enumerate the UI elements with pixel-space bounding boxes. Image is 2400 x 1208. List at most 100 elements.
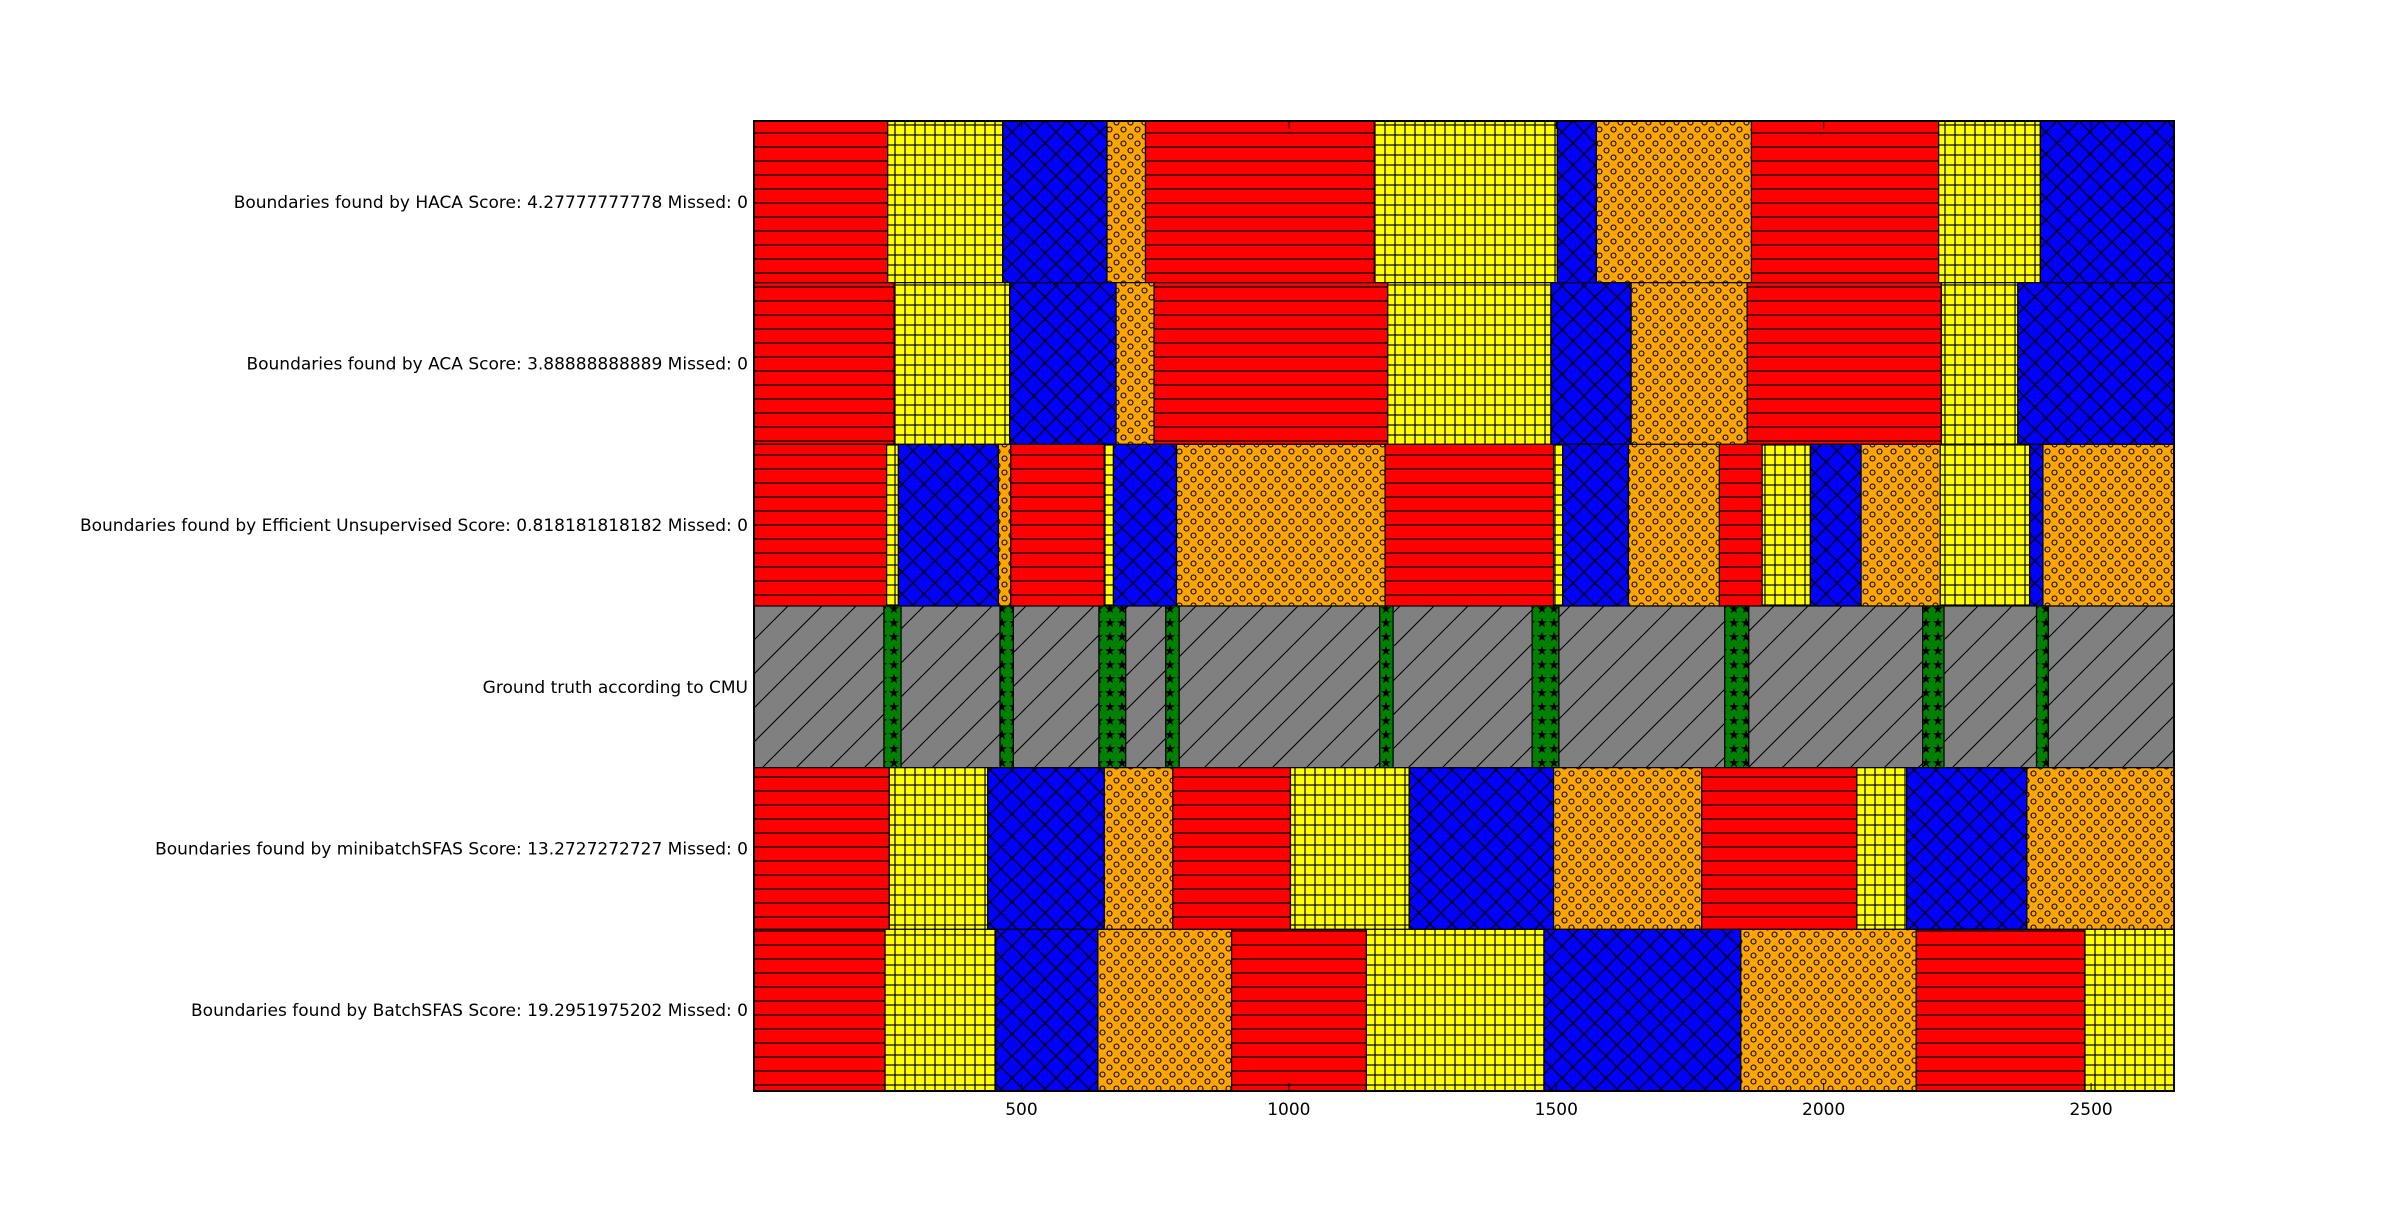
segment-yellow: [1552, 443, 1564, 607]
segment-blue: [2028, 443, 2044, 607]
segment-gray: [1392, 605, 1533, 769]
segment-yellow: [2084, 928, 2175, 1092]
segment-green: [1531, 605, 1560, 769]
segment-green: [1922, 605, 1945, 769]
x-tick-label: 2500: [2069, 1100, 2112, 1120]
segment-red: [753, 928, 886, 1092]
row-label: Boundaries found by Efficient Unsupervis…: [80, 516, 748, 536]
segment-orange: [1103, 767, 1174, 930]
segment-orange: [1860, 443, 1941, 607]
segment-yellow: [887, 120, 1004, 284]
segment-orange: [2026, 767, 2175, 930]
x-tick-label: 1500: [1535, 1100, 1578, 1120]
segment-orange: [1097, 928, 1233, 1092]
segment-red: [1915, 928, 2086, 1092]
segment-blue: [1408, 767, 1555, 930]
segment-red: [1746, 282, 1942, 445]
segment-red: [1701, 767, 1858, 930]
row-label: Ground truth according to CMU: [483, 678, 748, 698]
segment-yellow: [884, 928, 997, 1092]
segment-green: [1379, 605, 1394, 769]
segment-blue: [1556, 120, 1597, 284]
segment-blue: [1550, 282, 1632, 445]
row-label: Boundaries found by BatchSFAS Score: 19.…: [191, 1001, 748, 1021]
segment-yellow: [1365, 928, 1545, 1092]
row-label: Boundaries found by HACA Score: 4.277777…: [234, 193, 748, 213]
segment-yellow: [1761, 443, 1811, 607]
segment-yellow: [1387, 282, 1552, 445]
segment-green: [999, 605, 1014, 769]
segment-gray: [1558, 605, 1726, 769]
segment-blue: [897, 443, 1000, 607]
row-3: [753, 605, 2175, 769]
row-5: [753, 928, 2175, 1092]
row-0: [753, 120, 2175, 284]
row-label: Boundaries found by minibatchSFAS Score:…: [155, 840, 748, 860]
segment-yellow: [1938, 120, 2041, 284]
segment-orange: [1627, 443, 1720, 607]
segment-blue: [995, 928, 1099, 1092]
segment-orange: [1552, 767, 1703, 930]
segment-yellow: [886, 443, 900, 607]
segment-orange: [1175, 443, 1386, 607]
segment-red: [1231, 928, 1367, 1092]
segment-yellow: [1940, 282, 2019, 445]
segment-red: [1172, 767, 1292, 930]
segment-gray: [2047, 605, 2175, 769]
rows-layer: [753, 120, 2175, 1092]
segment-yellow: [1103, 443, 1115, 607]
segment-red: [753, 767, 890, 930]
row-labels: Boundaries found by HACA Score: 4.277777…: [80, 193, 748, 1021]
segment-blue: [1009, 282, 1117, 445]
segment-yellow: [1289, 767, 1410, 930]
segment-yellow: [1373, 120, 1558, 284]
segment-orange: [1106, 120, 1147, 284]
segment-gray: [1748, 605, 1924, 769]
segment-red: [1384, 443, 1555, 607]
x-tick-label: 500: [1005, 1100, 1037, 1120]
segment-gray: [753, 605, 885, 769]
segment-orange: [1595, 120, 1753, 284]
segment-orange: [997, 443, 1012, 607]
row-4: [753, 767, 2175, 930]
segment-blue: [2017, 282, 2175, 445]
segment-gray: [1943, 605, 2038, 769]
segment-blue: [987, 767, 1105, 930]
segment-blue: [1543, 928, 1742, 1092]
row-1: [753, 282, 2175, 445]
segment-blue: [1562, 443, 1630, 607]
segment-green: [1165, 605, 1180, 769]
segment-orange: [2042, 443, 2175, 607]
segment-yellow: [893, 282, 1011, 445]
segment-yellow: [1939, 443, 2031, 607]
segment-blue: [1112, 443, 1178, 607]
segment-green: [1098, 605, 1127, 769]
segment-gray: [1012, 605, 1100, 769]
segment-orange: [1115, 282, 1155, 445]
segment-red: [1153, 282, 1389, 445]
segment-blue: [1905, 767, 2028, 930]
row-2: [753, 443, 2175, 607]
row-label: Boundaries found by ACA Score: 3.8888888…: [246, 355, 748, 375]
segment-blue: [1809, 443, 1862, 607]
segment-orange: [1740, 928, 1917, 1092]
segment-blue: [1002, 120, 1108, 284]
segment-gray: [1178, 605, 1381, 769]
segment-red: [753, 120, 889, 284]
plot-frame: [753, 120, 2175, 1092]
segment-blue: [2039, 120, 2175, 284]
segment-red: [753, 443, 888, 607]
segment-red: [753, 282, 895, 445]
segment-gray: [900, 605, 1001, 769]
segment-green: [2035, 605, 2049, 769]
segment-orange: [1630, 282, 1748, 445]
x-tick-label: 2000: [1802, 1100, 1845, 1120]
x-axis: 500 1000 1500 2000 2500: [1005, 121, 2113, 1120]
segment-gray: [1125, 605, 1167, 769]
segment-red: [1750, 120, 1940, 284]
segment-red: [1144, 120, 1376, 284]
segment-green: [883, 605, 902, 769]
segment-red: [1718, 443, 1763, 607]
